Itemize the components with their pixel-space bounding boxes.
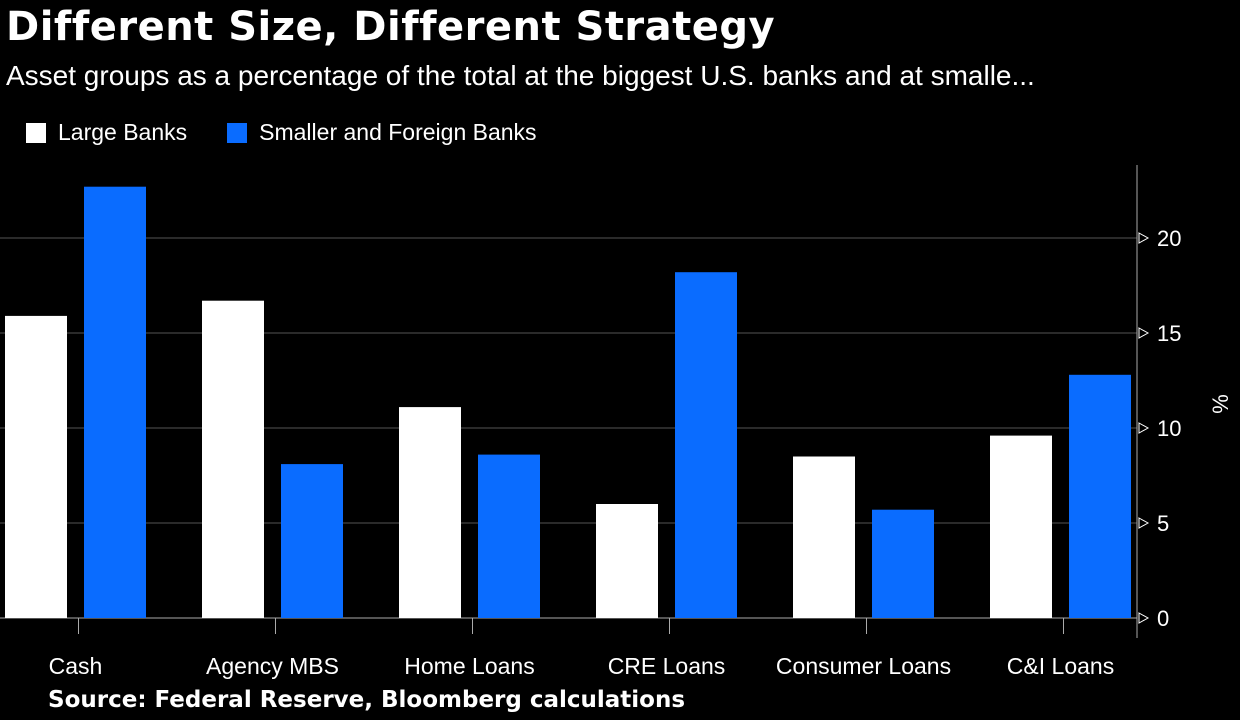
y-tick-marker-20 — [1138, 232, 1150, 244]
source-note: Source: Federal Reserve, Bloomberg calcu… — [48, 687, 686, 713]
y-tick-label-15: 15 — [1157, 321, 1181, 346]
x-tick-label-home-loans: Home Loans — [404, 653, 534, 679]
bar-large-banks-cash — [5, 315, 67, 618]
bar-smaller-and-foreign-banks-home-loans — [478, 454, 540, 618]
legend: Large Banks Smaller and Foreign Banks — [26, 119, 537, 146]
y-tick-label-10: 10 — [1157, 416, 1181, 441]
legend-label-smaller-foreign-banks: Smaller and Foreign Banks — [259, 119, 537, 145]
legend-swatch-large-banks — [26, 122, 46, 143]
y-tick-marker-0 — [1138, 612, 1150, 624]
chart-subtitle: Asset groups as a percentage of the tota… — [6, 60, 1035, 91]
x-tick-label-consumer-loans: Consumer Loans — [776, 653, 951, 679]
x-tick-label-cash: Cash — [49, 653, 103, 679]
legend-label-large-banks: Large Banks — [58, 119, 188, 145]
x-tick-label-cre-loans: CRE Loans — [608, 653, 726, 679]
bar-smaller-and-foreign-banks-agency-mbs — [281, 464, 343, 618]
bar-smaller-and-foreign-banks-cash — [84, 186, 146, 618]
bar-large-banks-home-loans — [399, 407, 461, 618]
y-tick-marker-5 — [1138, 517, 1150, 529]
legend-swatch-smaller-foreign-banks — [227, 122, 248, 143]
y-tick-marker-15 — [1138, 327, 1150, 339]
bar-large-banks-candi-loans — [990, 435, 1052, 618]
y-tick-label-5: 5 — [1157, 511, 1169, 536]
legend-item-smaller-foreign-banks: Smaller and Foreign Banks — [227, 119, 537, 146]
bar-large-banks-cre-loans — [596, 504, 658, 618]
chart-title: Different Size, Different Strategy — [6, 4, 776, 50]
y-tick-label-20: 20 — [1157, 226, 1181, 251]
y-tick-marker-10 — [1138, 422, 1150, 434]
bar-smaller-and-foreign-banks-cre-loans — [675, 272, 737, 618]
x-tick-label-candi-loans: C&I Loans — [1007, 653, 1114, 679]
y-axis-label: % — [1208, 394, 1233, 414]
legend-item-large-banks: Large Banks — [26, 119, 187, 146]
bar-large-banks-consumer-loans — [793, 456, 855, 618]
y-tick-label-0: 0 — [1157, 606, 1169, 631]
bar-smaller-and-foreign-banks-candi-loans — [1069, 374, 1131, 618]
x-tick-label-agency-mbs: Agency MBS — [206, 653, 339, 679]
bar-large-banks-agency-mbs — [202, 300, 264, 618]
bar-smaller-and-foreign-banks-consumer-loans — [872, 509, 934, 618]
